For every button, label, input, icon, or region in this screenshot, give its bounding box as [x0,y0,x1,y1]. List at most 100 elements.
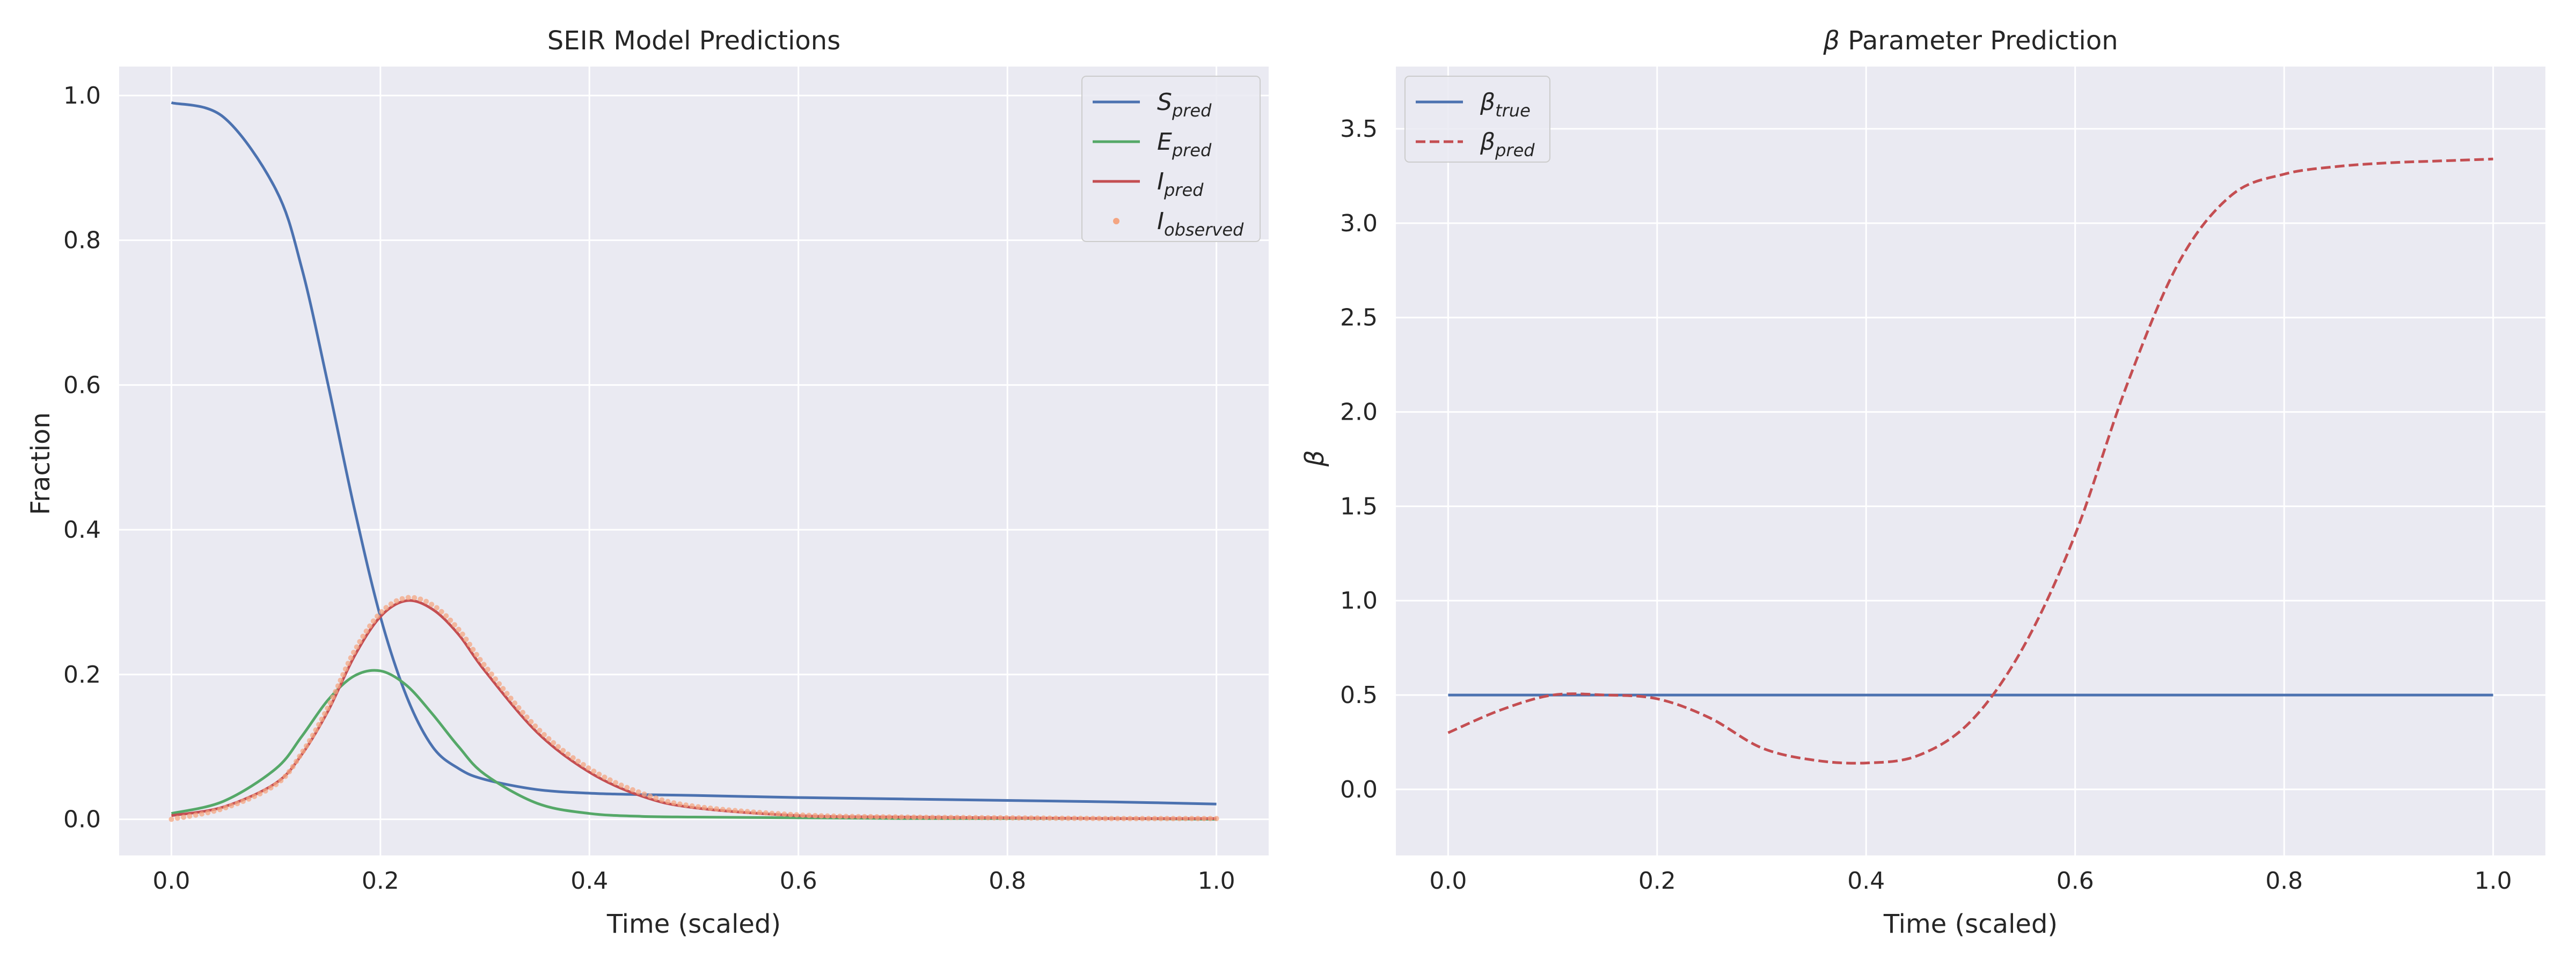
seir-legend-i-observed-label: Iobserved [1157,208,1244,240]
seir-series-i-observed-point [696,804,701,810]
seir-x-tick-label: 0.6 [780,867,817,895]
beta-y-tick-label: 3.0 [1340,210,1378,237]
seir-series-i-observed-point [297,753,303,759]
seir-legend-i-pred-label: Ipred [1157,168,1204,200]
seir-series-i-observed-point [586,765,591,771]
seir-series-i-observed-point [751,809,757,815]
beta-grid [1396,67,2545,855]
seir-series-i-observed-point [800,812,806,818]
seir-series-i-observed-point [665,799,671,804]
seir-series-i-observed-point [370,618,376,624]
seir-series-i-observed-point [524,714,530,720]
seir-series-i-observed-point [831,813,837,819]
seir-series-i-observed-point [354,644,360,650]
seir-series-i-observed-point [443,613,449,619]
seir-y-tick-label: 0.0 [63,806,101,833]
seir-series-i-observed-point [360,633,366,639]
seir-series-i-observed-point [954,815,960,821]
seir-series-i-observed-point [769,810,775,816]
seir-series-i-observed-point [174,815,180,821]
seir-y-tick-label: 1.0 [63,82,101,109]
seir-series-i-observed-point [181,814,187,820]
seir-series-i-observed-point [306,738,312,744]
beta-y-tick-label: 1.5 [1340,493,1378,520]
seir-series-i-observed-point [379,609,384,614]
seir-series-i-observed-point [257,791,263,797]
seir-series-i-observed-point [541,732,547,737]
seir-series-i-observed-point [537,728,543,734]
seir-series-i-observed-point [1133,816,1139,822]
seir-series-i-observed-point [855,814,861,819]
beta-legend-box [1404,76,1550,163]
seir-series-i-observed-point [683,802,689,808]
seir-series-i-observed-point [300,748,306,754]
beta-x-tick-label: 1.0 [2475,867,2512,895]
seir-x-tick-label: 1.0 [1198,867,1235,895]
seir-series-i-observed-point [333,689,339,694]
seir-series-i-observed-point [1090,816,1096,821]
seir-series-i-observed-point [788,811,793,817]
seir-x-axis-label: Time (scaled) [606,909,781,939]
beta-plot-area [1396,67,2545,855]
seir-series-i-observed-point [1047,815,1052,821]
seir-series-i-observed-point [624,785,630,791]
seir-series-i-observed-point [898,814,904,820]
beta-x-tick-label: 0.2 [1638,867,1676,895]
seir-y-axis-label: Fraction [26,412,56,515]
seir-series-i-observed-point [1121,816,1126,822]
seir-series-i-observed-point [991,815,997,821]
seir-y-tick-label: 0.6 [63,371,101,399]
seir-series-i-observed-point [252,794,258,799]
seir-series-i-observed-point [273,781,279,787]
seir-series-i-observed-point [1078,815,1084,821]
seir-series-i-observed-point [973,815,978,821]
seir-series-i-observed-point [1152,816,1158,822]
seir-series-i-observed-point [357,639,363,645]
seir-series-i-observed-point [211,808,217,814]
seir-series-i-observed-point [418,596,423,602]
seir-series-i-observed-point [1176,816,1182,822]
seir-series-i-observed-point [967,815,972,821]
seir-series-i-observed-point [1004,815,1009,821]
seir-series-i-observed-point [886,814,892,820]
seir-series-i-observed-point [570,755,576,761]
beta-x-axis-label: Time (scaled) [1883,909,2058,939]
seir-series-i-observed-point [1213,816,1219,822]
seir-series-i-observed-point [1201,816,1207,822]
seir-x-tick-label: 0.2 [362,867,399,895]
seir-series-i-observed-point [327,700,333,706]
seir-series-i-observed-point [565,751,571,757]
seir-series-i-observed-point [193,812,199,818]
seir-series-i-observed-point [319,716,325,722]
seir-series-s-pred-line [171,101,1217,806]
beta-y-tick-label: 2.5 [1340,304,1378,332]
seir-series-i-observed-point [340,672,346,678]
seir-series-i-observed-point [874,814,880,819]
seir-series-i-observed-point [732,808,738,814]
seir-series-i-observed-point [1022,815,1028,821]
seir-series-i-observed-point [500,686,506,692]
seir-series-i-observed-point [961,815,966,821]
seir-series-i-observed-point [488,671,494,677]
seir-series-i-observed-point [936,815,941,821]
seir-series-i-observed-point [235,801,240,807]
beta-chart-title: β Parameter Prediction [1823,26,2118,56]
seir-y-tick-label: 0.4 [63,516,101,544]
seir-series-i-observed-point [1102,816,1108,822]
seir-series-i-observed-point [429,602,435,608]
seir-series-i-observed-point [930,815,935,821]
seir-series-i-observed-point [1041,815,1046,821]
seir-series-i-observed-point [496,681,502,687]
seir-series-i-observed-point [1109,816,1114,822]
seir-series-i-observed-point [1208,816,1213,822]
seir-series-i-observed-point [493,676,498,682]
seir-series-i-observed-point [806,813,812,818]
seir-series-i-observed-point [560,748,566,753]
seir-legend-i-observed-marker [1113,218,1119,224]
seir-series-i-observed-point [351,649,356,655]
seir-series-i-observed-point [294,758,299,764]
seir-series-i-observed-point [948,815,954,821]
seir-series-i-observed-point [602,774,608,780]
seir-series-i-observed-point [438,609,444,614]
